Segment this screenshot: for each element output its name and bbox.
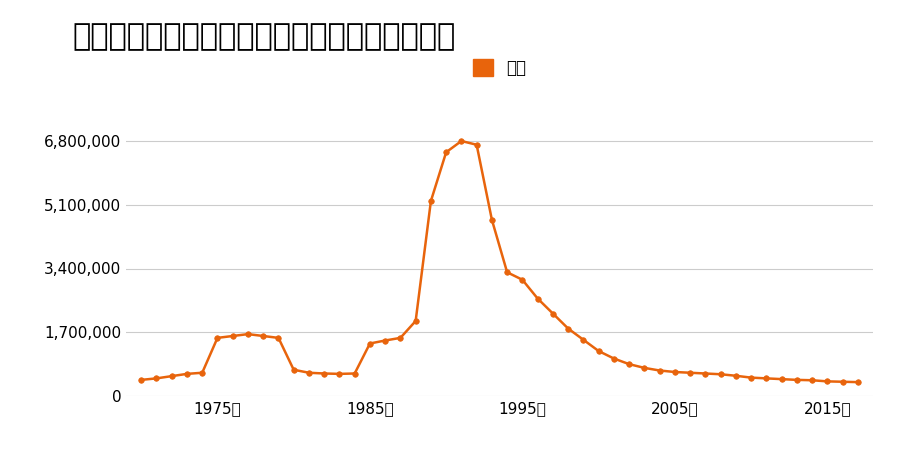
- Text: 東京都豊島区東池袋１丁目１１番７の地価推移: 東京都豊島区東池袋１丁目１１番７の地価推移: [72, 22, 455, 51]
- Legend: 価格: 価格: [472, 59, 526, 77]
